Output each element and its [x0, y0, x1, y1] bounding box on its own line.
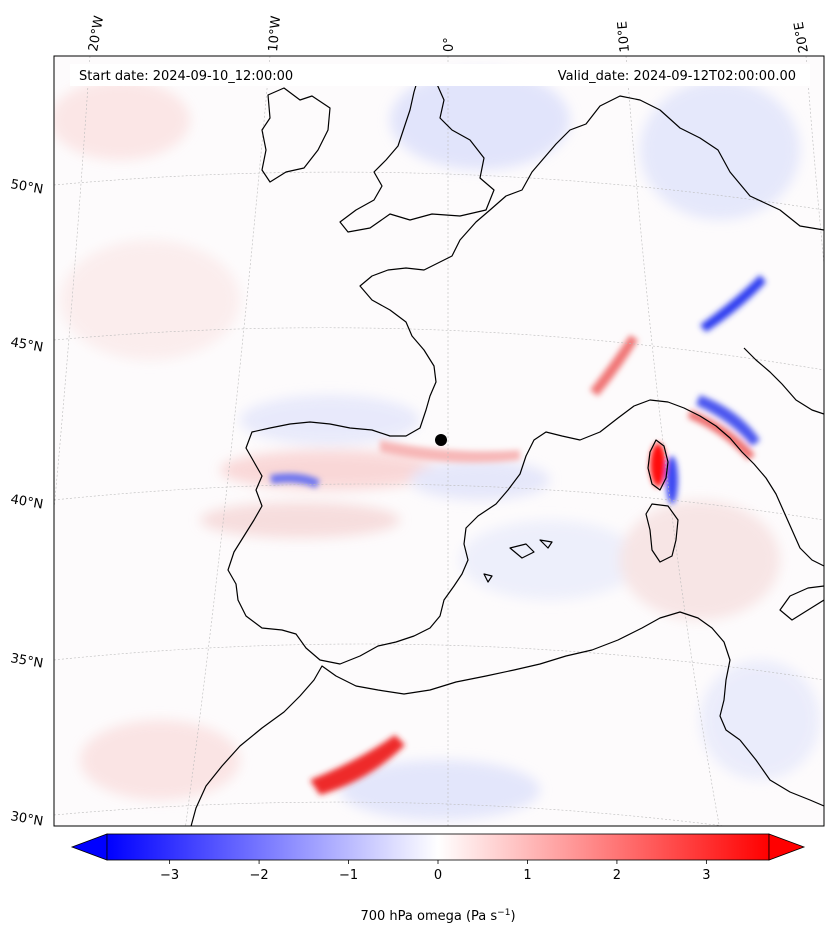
- colorbar-tick-label: −2: [249, 868, 268, 883]
- map-frame: [53, 55, 825, 827]
- red-band-morocco: [310, 735, 405, 795]
- colorbar-tick-label: 1: [523, 868, 531, 883]
- lon-label: 10°E: [615, 21, 633, 53]
- lat-label: 35°N: [9, 651, 44, 671]
- coast-adriatic: [743, 347, 824, 415]
- longitude-labels: 20°W 10°W 0° 10°E 20°E: [86, 15, 812, 54]
- lon-label: 10°W: [266, 15, 284, 52]
- colorbar-ticks: −3 −2 −1 0 1 2 3: [160, 860, 711, 883]
- coast-north-africa: [190, 611, 741, 826]
- map-panel: [54, 56, 824, 826]
- lat-label: 40°N: [9, 492, 44, 512]
- colorbar-tick-label: 2: [613, 868, 621, 883]
- coast-europe-north: [227, 95, 824, 665]
- colorbar-extend-high: [768, 833, 806, 861]
- graticule: [54, 56, 824, 826]
- lon-label: 20°W: [86, 15, 107, 53]
- coast-tunisia-east: [739, 739, 824, 807]
- colorbar-body: [106, 833, 770, 861]
- colorbar-label: 700 hPa omega (Pa s−1): [360, 908, 515, 924]
- lat-label: 45°N: [9, 335, 44, 355]
- coast-ireland: [261, 87, 331, 183]
- header-strip: [70, 64, 810, 86]
- coastlines: [190, 71, 824, 826]
- colorbar: −3 −2 −1 0 1 2 3 700 hPa omega (Pa s−1): [70, 833, 806, 924]
- red-band-gulf-of-lion: [590, 335, 638, 396]
- lat-label: 30°N: [9, 809, 44, 829]
- coast-sardinia: [645, 503, 679, 563]
- colorbar-tick-label: 3: [702, 868, 710, 883]
- colorbar-tick-label: −1: [339, 868, 358, 883]
- latitude-labels: 50°N 45°N 40°N 35°N 30°N: [9, 177, 44, 829]
- omega-strong-features: [270, 275, 766, 795]
- start-date: Start date: 2024-09-10_12:00:00: [79, 69, 293, 84]
- colorbar-extend-low: [70, 833, 108, 861]
- colorbar-tick-label: 0: [434, 868, 442, 883]
- lat-label: 50°N: [9, 177, 44, 197]
- coast-sicily-tip: [779, 585, 824, 621]
- coast-great-britain: [339, 71, 495, 233]
- lon-label: 0°: [442, 37, 457, 52]
- gridpoint-cluster: [435, 434, 447, 446]
- coast-balearics: [483, 539, 553, 583]
- coast-corsica: [647, 439, 669, 491]
- red-band-corsica: [650, 443, 666, 487]
- colorbar-tick-label: −3: [160, 868, 179, 883]
- lon-label: 20°E: [792, 21, 812, 54]
- valid-date: Valid_date: 2024-09-12T02:00:00.00: [558, 69, 796, 84]
- blue-band-alps: [700, 275, 766, 332]
